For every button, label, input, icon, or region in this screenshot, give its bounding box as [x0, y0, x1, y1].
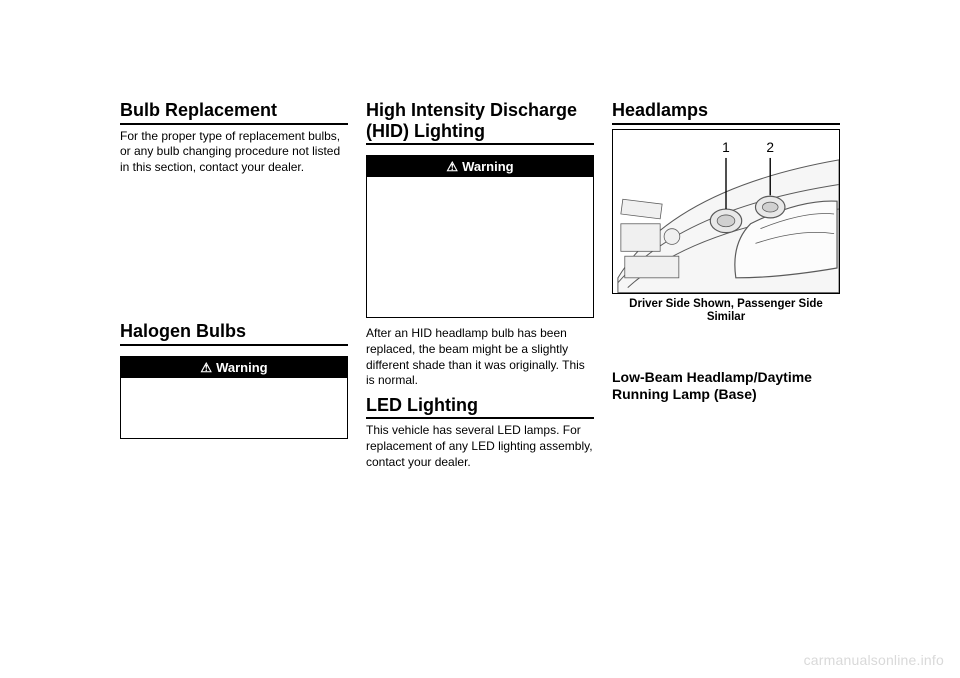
- column-2: High Intensity Discharge (HID) Lighting …: [366, 100, 594, 580]
- hid-after-text: After an HID headlamp bulb has been repl…: [366, 326, 594, 388]
- headlamp-illustration: 1 2: [613, 130, 839, 293]
- spacer: [612, 331, 840, 361]
- column-1: Bulb Replacement For the proper type of …: [120, 100, 348, 580]
- warning-body: [367, 177, 593, 317]
- warning-triangle-icon: ⚠: [200, 361, 212, 374]
- page-content: Bulb Replacement For the proper type of …: [120, 100, 840, 580]
- warning-label: Warning: [216, 360, 268, 375]
- warning-body: [121, 378, 347, 438]
- warning-header: ⚠ Warning: [367, 156, 593, 177]
- watermark-text: carmanualsonline.info: [804, 652, 944, 668]
- warning-header: ⚠ Warning: [121, 357, 347, 378]
- headlamp-figure: 1 2: [612, 129, 840, 294]
- callout-1: 1: [722, 140, 730, 155]
- headlamps-heading: Headlamps: [612, 100, 840, 125]
- halogen-warning-box: ⚠ Warning: [120, 356, 348, 439]
- hid-warning-box: ⚠ Warning: [366, 155, 594, 318]
- led-lighting-text: This vehicle has several LED lamps. For …: [366, 423, 594, 470]
- figure-caption: Driver Side Shown, Passenger Side Simila…: [612, 298, 840, 326]
- low-beam-heading: Low-Beam Headlamp/Daytime Running Lamp (…: [612, 369, 840, 403]
- hid-lighting-heading: High Intensity Discharge (HID) Lighting: [366, 100, 594, 145]
- warning-triangle-icon: ⚠: [446, 160, 458, 173]
- halogen-bulbs-heading: Halogen Bulbs: [120, 321, 348, 346]
- bulb-replacement-heading: Bulb Replacement: [120, 100, 348, 125]
- warning-label: Warning: [462, 159, 514, 174]
- callout-2: 2: [766, 140, 774, 155]
- spacer: [120, 181, 348, 321]
- led-lighting-heading: LED Lighting: [366, 395, 594, 420]
- column-3: Headlamps: [612, 100, 840, 580]
- bulb-replacement-text: For the proper type of replacement bulbs…: [120, 129, 348, 176]
